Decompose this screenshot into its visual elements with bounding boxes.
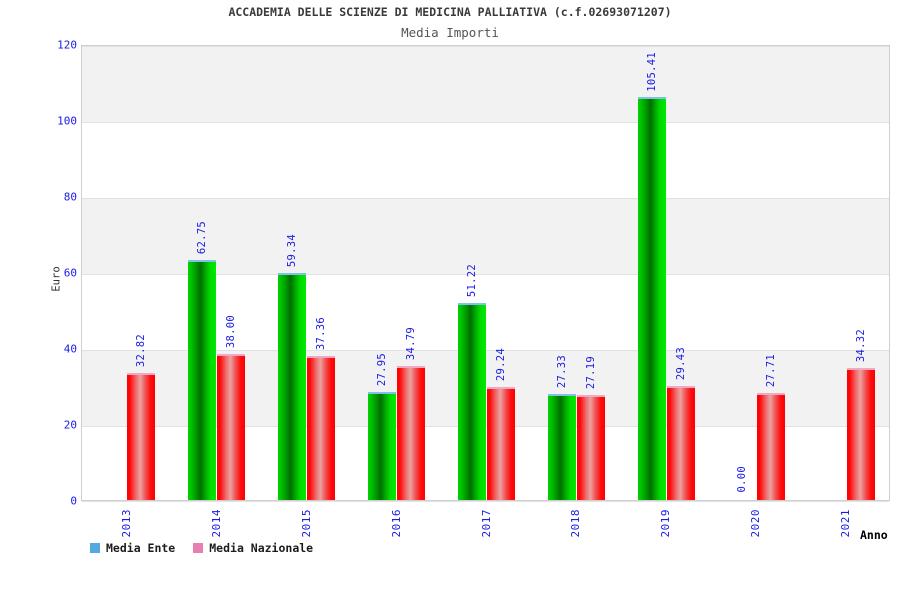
x-tick-label-2014: 2014 (209, 509, 223, 538)
bar-nazionale-2017[interactable] (487, 386, 515, 500)
bar-value-label-nazionale-2016: 34.79 (405, 326, 418, 360)
bar-value-label-nazionale-2015: 37.36 (315, 317, 328, 351)
legend-swatch-icon (90, 543, 100, 553)
bar-nazionale-2020[interactable] (756, 392, 785, 500)
x-tick-label-2020: 2020 (749, 509, 763, 538)
bar-value-label-nazionale-2019: 29.43 (674, 347, 687, 381)
bar-value-label-ente-2014: 62.75 (196, 220, 209, 254)
bar-value-label-ente-2019: 105.41 (645, 51, 658, 92)
bar-nazionale-2013[interactable] (127, 373, 156, 500)
chart-legend: Media Ente Media Nazionale (90, 541, 313, 555)
bar-value-label-nazionale-2021: 34.32 (854, 328, 867, 362)
bar-value-label-nazionale-2020: 27.71 (764, 353, 777, 387)
legend-label: Media Ente (106, 541, 176, 555)
y-tick-label: 40 (63, 342, 77, 356)
x-tick-label-2021: 2021 (839, 509, 853, 538)
bar-ente-2017[interactable] (458, 303, 486, 500)
y-tick-label: 80 (63, 190, 77, 204)
bar-value-label-ente-2018: 27.33 (555, 355, 568, 389)
bar-value-label-nazionale-2017: 29.24 (495, 347, 507, 381)
plot-area: 32.82 62.75 38.00 59.34 37.36 27.95 34.79 51.22… (81, 45, 890, 502)
x-tick-label-2017: 2017 (479, 509, 493, 538)
legend-label: Media Nazionale (209, 541, 314, 555)
y-tick-label: 120 (57, 38, 77, 52)
bar-value-label-ente-2015: 59.34 (286, 233, 299, 267)
bar-value-label-nazionale-2018: 27.19 (584, 355, 597, 389)
legend-item-media-nazionale[interactable]: Media Nazionale (193, 541, 313, 555)
x-tick-label-2019: 2019 (659, 509, 673, 538)
bar-ente-2015[interactable] (278, 272, 307, 500)
gridline (82, 46, 889, 47)
chart-subtitle: Media Importi (401, 25, 499, 40)
bar-nazionale-2021[interactable] (846, 367, 875, 500)
bar-value-label-ente-2016: 27.95 (376, 352, 389, 386)
gridline (82, 122, 889, 123)
bar-value-label-ente-2017: 51.22 (466, 264, 478, 298)
background-band (82, 198, 889, 274)
bar-nazionale-2016[interactable] (397, 365, 426, 500)
y-tick-label: 20 (63, 418, 77, 432)
bar-nazionale-2019[interactable] (666, 386, 695, 500)
bar-nazionale-2014[interactable] (217, 353, 246, 500)
bar-ente-2016[interactable] (368, 391, 397, 500)
y-tick-label: 0 (70, 494, 77, 508)
x-tick-label-2018: 2018 (569, 509, 583, 538)
bar-ente-2014[interactable] (188, 259, 217, 500)
gridline (82, 198, 889, 199)
x-tick-label-2015: 2015 (299, 509, 313, 538)
bar-value-label-nazionale-2013: 32.82 (135, 334, 148, 368)
y-tick-label: 60 (63, 266, 77, 280)
bar-value-label-ente-2020: 0.00 (735, 465, 748, 493)
bar-nazionale-2018[interactable] (576, 394, 605, 500)
legend-item-media-ente[interactable]: Media Ente (90, 541, 175, 555)
x-tick-label-2013: 2013 (119, 509, 133, 538)
gridline (82, 274, 889, 275)
x-tick-label-2016: 2016 (389, 509, 403, 538)
gridline (82, 501, 889, 502)
x-axis-title: Anno (860, 528, 888, 542)
bar-ente-2019[interactable] (637, 97, 666, 500)
bar-ente-2018[interactable] (547, 394, 576, 500)
background-band (82, 46, 889, 122)
y-tick-label: 100 (57, 114, 77, 128)
y-axis-title: Euro (50, 266, 63, 292)
bar-nazionale-2015[interactable] (307, 356, 336, 500)
bar-value-label-nazionale-2014: 38.00 (225, 314, 238, 348)
chart-title: ACCADEMIA DELLE SCIENZE DI MEDICINA PALL… (228, 5, 672, 19)
legend-swatch-icon (193, 543, 204, 553)
